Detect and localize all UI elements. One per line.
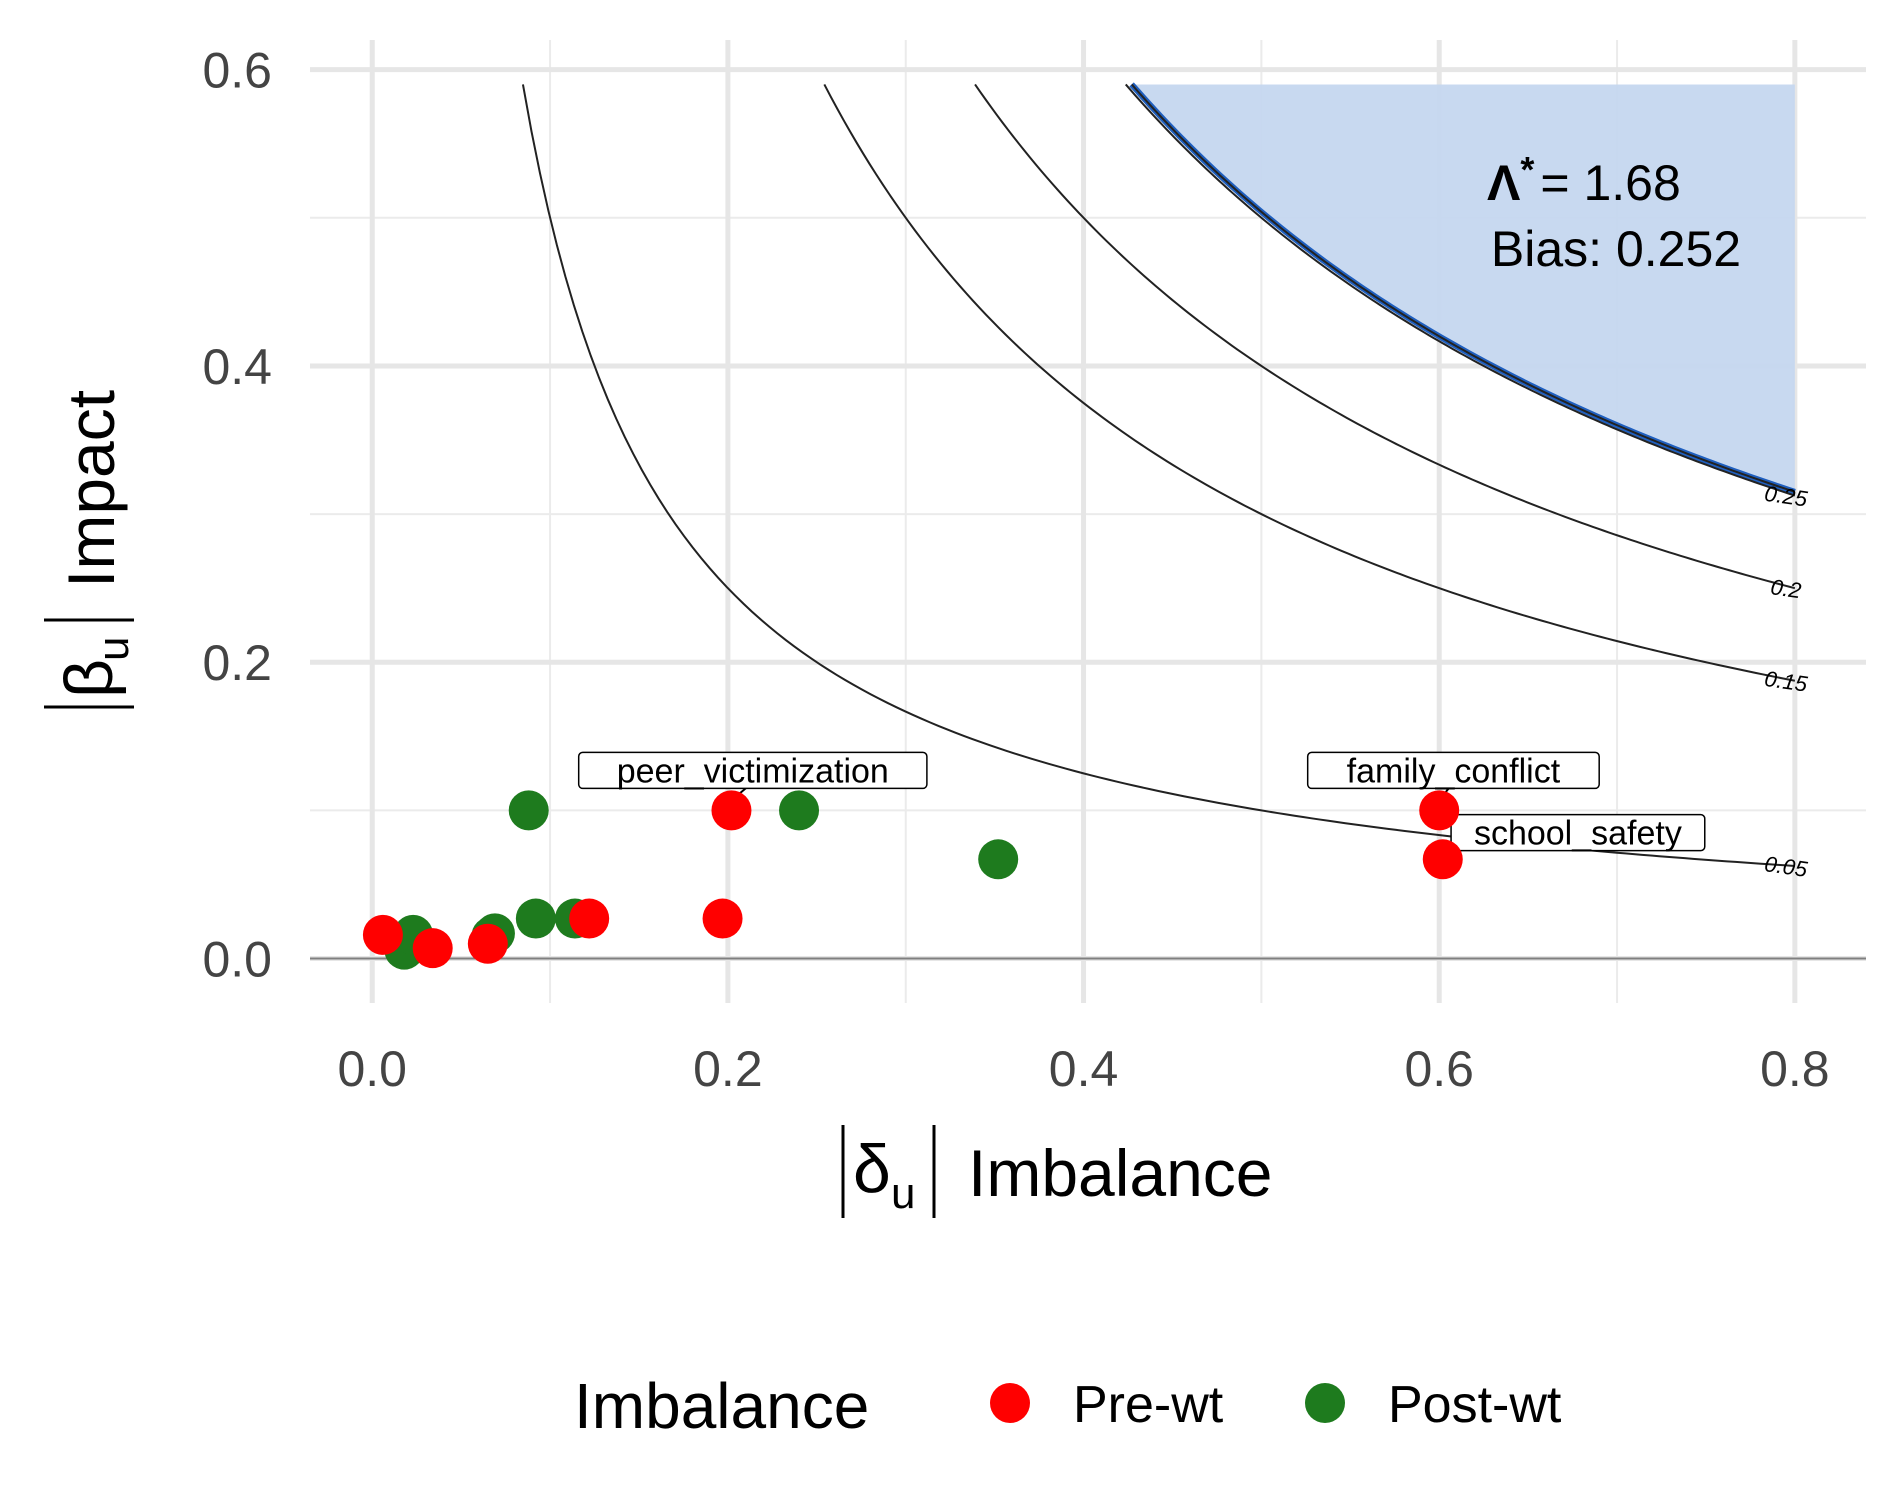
annotation-bias: Bias: 0.252 xyxy=(1491,221,1741,277)
tick-label-layer: 0.0 0.2 0.4 0.6 0.8 0.0 0.2 0.4 0.6 xyxy=(202,43,1829,1097)
contour-label: 0.05 xyxy=(1763,851,1810,882)
legend: Imbalance Pre-wt Post-wt xyxy=(574,1370,1562,1442)
data-point xyxy=(1419,790,1460,831)
data-point xyxy=(362,914,403,955)
y-tick-label: 0.0 xyxy=(202,932,272,988)
x-title-subscript: u xyxy=(891,1169,915,1218)
y-tick-label: 0.2 xyxy=(202,635,272,691)
contour-line xyxy=(974,83,1796,590)
contour-label: 0.15 xyxy=(1763,666,1810,697)
point-label: school_safety xyxy=(1474,815,1682,853)
y-title-text: Impact xyxy=(54,390,128,588)
contour-line xyxy=(823,83,1796,682)
legend-title: Imbalance xyxy=(574,1370,869,1442)
data-point xyxy=(702,898,743,939)
data-point xyxy=(569,898,610,939)
data-point xyxy=(515,898,556,939)
data-point xyxy=(711,790,752,831)
x-tick-label: 0.8 xyxy=(1760,1041,1830,1097)
point-label-layer: peer_victimization family_conflict school_… xyxy=(577,751,1706,853)
point-layer xyxy=(362,790,1463,970)
legend-swatch-pre-wt xyxy=(990,1383,1030,1423)
y-axis-title: β u Impact xyxy=(44,390,138,709)
label-box xyxy=(1450,813,1706,852)
point-label: peer_victimization xyxy=(617,752,889,790)
legend-label-post-wt: Post-wt xyxy=(1388,1376,1562,1434)
contour-layer: 0.05 0.15 0.2 0.25 xyxy=(521,83,1810,882)
label-box xyxy=(1306,751,1600,790)
label-box xyxy=(577,751,928,790)
y-tick-label: 0.6 xyxy=(202,43,272,99)
legend-swatch-post-wt xyxy=(1305,1383,1345,1423)
x-title-symbol: δ xyxy=(853,1131,891,1207)
point-label: family_conflict xyxy=(1347,752,1561,790)
data-point xyxy=(508,790,549,831)
x-axis-title: δ u Imbalance xyxy=(841,1125,1273,1218)
contour-label: 0.2 xyxy=(1769,574,1803,603)
data-point xyxy=(1422,839,1463,880)
contour-label: 0.25 xyxy=(1763,481,1810,512)
x-title-text: Imbalance xyxy=(968,1136,1273,1210)
data-point xyxy=(978,839,1019,880)
x-tick-label: 0.4 xyxy=(1049,1041,1119,1097)
y-tick-label: 0.4 xyxy=(202,339,272,395)
annotation-lambda: Λ* = 1.68 xyxy=(1487,149,1681,211)
annotation: Λ* = 1.68 Bias: 0.252 xyxy=(1487,149,1741,277)
y-title-subscript: u xyxy=(89,637,138,661)
x-tick-label: 0.2 xyxy=(693,1041,763,1097)
data-point xyxy=(779,790,820,831)
critical-region xyxy=(1129,82,1796,495)
data-point xyxy=(412,928,453,969)
x-tick-label: 0.0 xyxy=(337,1041,407,1097)
x-tick-label: 0.6 xyxy=(1404,1041,1474,1097)
data-point xyxy=(467,923,508,964)
y-title-symbol: β xyxy=(51,659,127,698)
contour-line xyxy=(1131,83,1796,493)
critical-region-fill xyxy=(1131,84,1795,492)
contour-line xyxy=(1124,83,1796,497)
legend-label-pre-wt: Pre-wt xyxy=(1073,1376,1224,1434)
